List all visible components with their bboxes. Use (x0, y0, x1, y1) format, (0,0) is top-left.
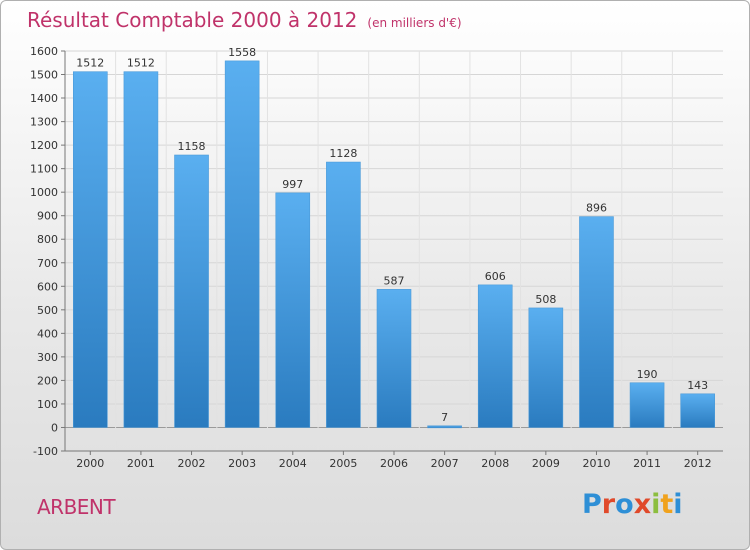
data-label: 190 (637, 368, 658, 381)
data-label: 606 (485, 270, 506, 283)
data-label: 1158 (178, 140, 206, 153)
data-label: 587 (384, 274, 405, 287)
y-tick-label: 1100 (30, 163, 58, 176)
y-tick-label: 400 (37, 327, 58, 340)
bar (477, 284, 513, 428)
y-tick-label: 1500 (30, 69, 58, 82)
x-tick-label: 2001 (127, 457, 155, 470)
data-label: 508 (535, 293, 556, 306)
data-label: 1512 (76, 57, 104, 70)
logo-letter: r (601, 489, 616, 520)
bars (73, 60, 715, 429)
bar (680, 393, 715, 428)
x-tick-label: 2008 (481, 457, 509, 470)
y-tick-label: 700 (37, 257, 58, 270)
data-label: 1512 (127, 57, 155, 70)
y-tick-label: 1600 (30, 45, 58, 58)
x-tick-label: 2000 (76, 457, 104, 470)
logo-letter: P (582, 489, 602, 520)
axes: -100 0 100 200 300 400 500 600 700 800 900 1000 1100… (30, 45, 723, 458)
x-tick-label: 2012 (684, 457, 712, 470)
y-tick-label: 200 (37, 374, 58, 387)
bar (224, 60, 260, 428)
y-tick-label: 0 (51, 421, 58, 434)
proxiti-logo[interactable]: Proxiti (582, 489, 683, 520)
x-tick-label: 2005 (329, 457, 357, 470)
commune-name: ARBENT (37, 495, 116, 519)
chart-title: Résultat Comptable 2000 à 2012 (en millie… (27, 8, 462, 32)
bar (275, 192, 311, 428)
bar (629, 382, 665, 428)
logo-letter: t (660, 489, 674, 520)
chart-subtitle: (en milliers d'€) (367, 16, 462, 30)
bar (427, 425, 462, 429)
data-label: 7 (441, 411, 448, 424)
logo-letter: x (633, 489, 652, 520)
logo-letter: i (651, 489, 661, 520)
data-label: 143 (687, 379, 708, 392)
bar (174, 154, 209, 428)
x-tick-label: 2009 (532, 457, 560, 470)
data-label: 997 (282, 178, 303, 191)
x-tick-label: 2006 (380, 457, 408, 470)
data-label: 896 (586, 202, 607, 215)
x-tick-label: 2003 (228, 457, 256, 470)
y-tick-label: 300 (37, 351, 58, 364)
labels: 1512 2000 1512 2001 1158 2002 1558 2003 997 2004 1… (76, 46, 711, 470)
title-text: Résultat Comptable 2000 à 2012 (27, 8, 358, 32)
bar (123, 71, 159, 428)
x-tick-label: 2010 (582, 457, 610, 470)
y-tick-label: 1000 (30, 186, 58, 199)
bar (326, 161, 361, 428)
data-label: 1558 (228, 46, 256, 59)
bar (73, 71, 108, 428)
logo-letter: o (615, 489, 634, 520)
y-tick-label: 800 (37, 233, 58, 246)
bar (579, 216, 614, 428)
bar (376, 289, 412, 428)
x-tick-label: 2004 (279, 457, 307, 470)
y-tick-label: 500 (37, 304, 58, 317)
y-tick-label: 1400 (30, 92, 58, 105)
data-label: 1128 (329, 147, 357, 160)
x-tick-label: 2007 (431, 457, 459, 470)
y-tick-label: -100 (33, 445, 58, 458)
logo-letter: i (673, 489, 683, 520)
x-tick-label: 2011 (633, 457, 661, 470)
x-tick-label: 2002 (178, 457, 206, 470)
y-tick-label: 1300 (30, 116, 58, 129)
y-tick-label: 100 (37, 398, 58, 411)
y-tick-label: 1200 (30, 139, 58, 152)
y-tick-label: 600 (37, 280, 58, 293)
y-tick-label: 900 (37, 210, 58, 223)
bar (528, 307, 564, 428)
